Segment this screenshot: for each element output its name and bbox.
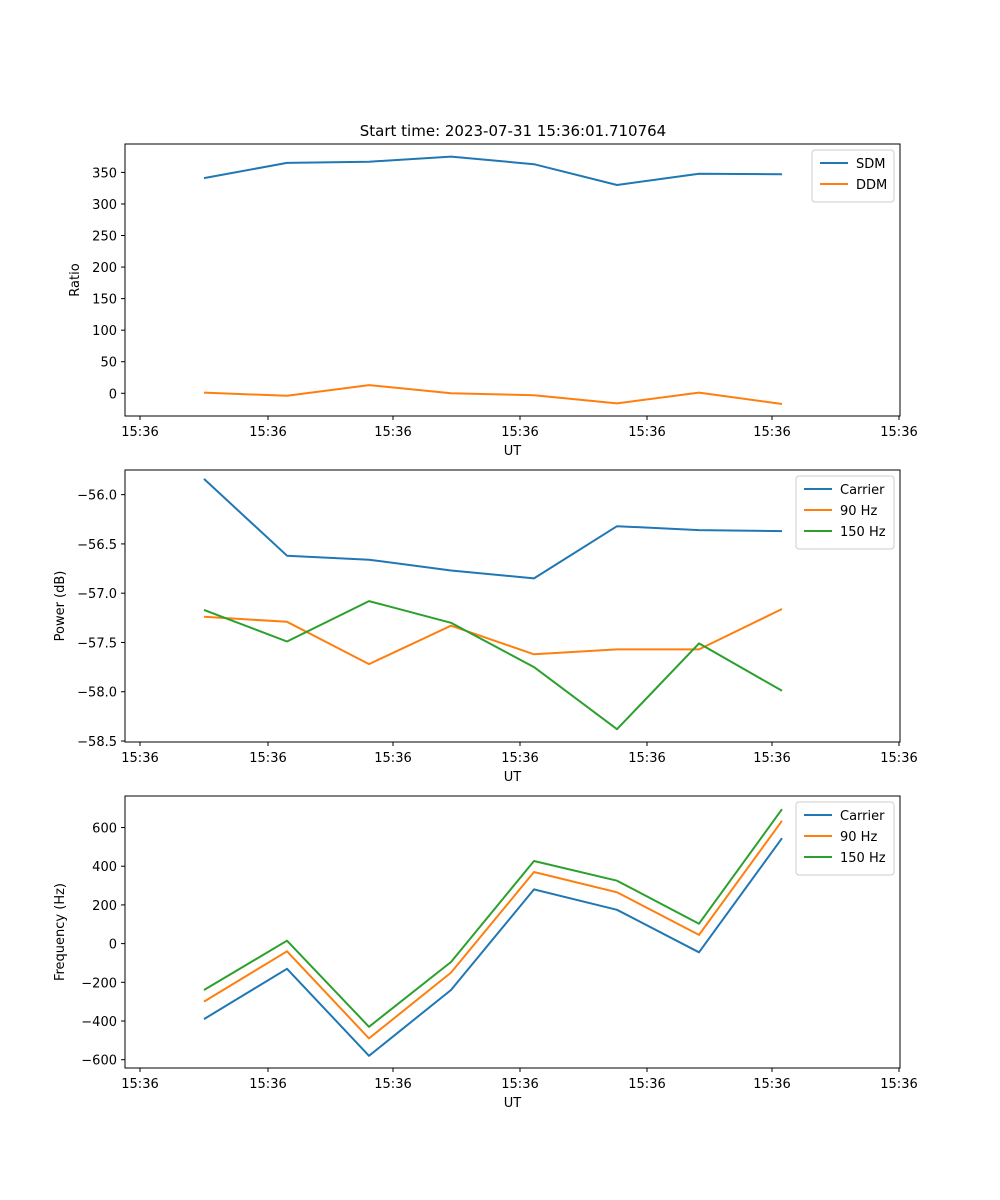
x-tick-label: 15:36 (628, 1077, 665, 1092)
y-tick-label: 50 (100, 356, 117, 371)
x-tick-label: 15:36 (753, 1077, 790, 1092)
y-tick-label: −57.0 (77, 587, 117, 602)
y-tick-label: −58.5 (77, 735, 117, 750)
legend-label: 90 Hz (840, 504, 877, 519)
y-tick-label: −600 (81, 1054, 117, 1069)
x-axis-label: UT (504, 444, 522, 459)
y-tick-label: −400 (81, 1015, 117, 1030)
y-tick-label: 200 (92, 899, 117, 914)
y-axis-label: Power (dB) (53, 571, 68, 642)
x-tick-label: 15:36 (121, 1077, 158, 1092)
series-line (203, 820, 783, 1040)
x-tick-label: 15:36 (374, 425, 411, 440)
series-line (203, 384, 783, 405)
x-axis-label: UT (504, 1096, 522, 1111)
series-line (203, 600, 783, 731)
y-tick-label: 300 (92, 198, 117, 213)
series-line (203, 837, 783, 1057)
plot-frame (124, 795, 901, 1069)
legend-label: Carrier (840, 809, 885, 824)
x-tick-label: 15:36 (501, 425, 538, 440)
x-tick-label: 15:36 (501, 1077, 538, 1092)
y-tick-label: 0 (109, 387, 117, 402)
legend-label: 150 Hz (840, 851, 886, 866)
legend-label: 150 Hz (840, 525, 886, 540)
series-line (203, 155, 783, 186)
x-axis-label: UT (504, 770, 522, 785)
y-tick-label: 250 (92, 230, 117, 245)
y-tick-label: 600 (92, 822, 117, 837)
chart-title: Start time: 2023-07-31 15:36:01.710764 (360, 122, 666, 140)
plot-frame (124, 143, 901, 417)
subplot-3: 600 400 200 0 −200 −400 −600 15:36 15:36 15:36 15:… (53, 795, 918, 1111)
y-tick-label: 350 (92, 166, 117, 181)
legend-label: Carrier (840, 483, 885, 498)
y-tick-label: 200 (92, 261, 117, 276)
x-tick-label: 15:36 (753, 751, 790, 766)
x-tick-label: 15:36 (249, 751, 286, 766)
subplot-1: 0 50 100 150 200 250 300 350 15:36 15:36 15:36 15:3… (68, 143, 918, 459)
legend-label: DDM (856, 178, 887, 193)
series-line (203, 808, 783, 1028)
legend: Carrier 90 Hz 150 Hz (795, 801, 895, 876)
x-tick-label: 15:36 (374, 751, 411, 766)
legend: Carrier 90 Hz 150 Hz (795, 475, 895, 550)
x-tick-label: 15:36 (121, 425, 158, 440)
x-tick-label: 15:36 (249, 1077, 286, 1092)
x-tick-label: 15:36 (628, 751, 665, 766)
x-tick-label: 15:36 (374, 1077, 411, 1092)
plot-frame (124, 469, 901, 743)
legend-label: 90 Hz (840, 830, 877, 845)
x-tick-label: 15:36 (501, 751, 538, 766)
y-tick-label: 100 (92, 324, 117, 339)
x-tick-label: 15:36 (880, 1077, 917, 1092)
series-line (203, 478, 783, 580)
legend: SDM DDM (811, 149, 895, 203)
y-axis-label: Frequency (Hz) (53, 883, 68, 981)
x-tick-label: 15:36 (628, 425, 665, 440)
y-tick-label: −56.5 (77, 538, 117, 553)
y-tick-label: 400 (92, 860, 117, 875)
x-tick-label: 15:36 (880, 425, 917, 440)
y-tick-label: 0 (109, 938, 117, 953)
y-tick-label: −56.0 (77, 489, 117, 504)
y-tick-label: −58.0 (77, 686, 117, 701)
x-tick-label: 15:36 (880, 751, 917, 766)
x-tick-label: 15:36 (121, 751, 158, 766)
y-tick-label: −57.5 (77, 636, 117, 651)
x-tick-label: 15:36 (249, 425, 286, 440)
subplot-2: −56.0 −56.5 −57.0 −57.5 −58.0 −58.5 15:36 15:36… (53, 469, 918, 785)
y-tick-label: 150 (92, 293, 117, 308)
legend-label: SDM (856, 157, 885, 172)
series-line (203, 608, 783, 666)
x-tick-label: 15:36 (753, 425, 790, 440)
y-axis-label: Ratio (68, 263, 83, 296)
y-tick-label: −200 (81, 976, 117, 991)
